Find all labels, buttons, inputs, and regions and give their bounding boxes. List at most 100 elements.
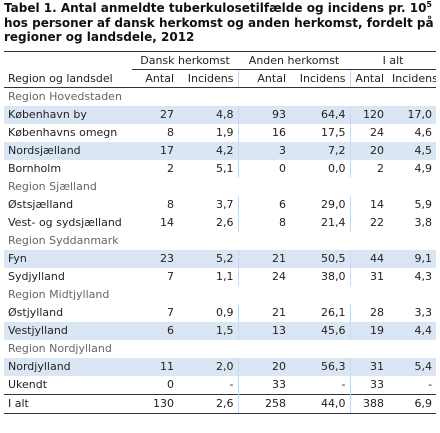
- table-row: Østjylland 7 0,9 21 26,1 28 3,3: [4, 304, 436, 322]
- cell-danish-antal: 8: [167, 198, 174, 211]
- cell-danish-antal: 7: [167, 306, 174, 319]
- cell-danish-incidens: 3,7: [178, 196, 239, 214]
- cell-other-incidens: 50,5: [290, 250, 351, 268]
- region-row: Region Nordjylland: [4, 340, 436, 358]
- region-name: Region Sjælland: [8, 180, 97, 193]
- region-name: Region Hovedstaden: [8, 90, 122, 103]
- table-row: Vest- og sydsjælland 14 2,6 8 21,4 22 3,…: [4, 214, 436, 232]
- row-label: Bornholm: [8, 162, 62, 175]
- region-row: Region Sjælland: [4, 178, 436, 196]
- cell-danish-incidens: 4,8: [178, 106, 239, 124]
- cell-other-incidens: 45,6: [290, 322, 351, 340]
- cell-danish-antal: 6: [132, 322, 178, 340]
- cell-other-antal: 0: [279, 162, 287, 175]
- column-header-antal: Antal: [238, 69, 291, 88]
- region-name: Region Midtjylland: [8, 288, 110, 301]
- cell-other-incidens: -: [290, 376, 351, 395]
- cell-danish-incidens: 1,1: [178, 268, 239, 286]
- region-row: Region Midtjylland: [4, 286, 436, 304]
- cell-total-antal: 120: [350, 106, 389, 124]
- cell-total-incidens: 4,4: [388, 322, 437, 340]
- cell-danish-incidens: 1,5: [178, 322, 239, 340]
- cell-danish-incidens: 5,1: [178, 160, 239, 178]
- cell-total-incidens: 5,4: [388, 358, 437, 376]
- cell-total-antal: 31: [370, 270, 385, 283]
- cell-total-antal: 44: [350, 250, 389, 268]
- cell-other-incidens: 26,1: [290, 304, 351, 322]
- region-name: Region Syddanmark: [8, 234, 119, 247]
- cell-danish-antal: 130: [132, 394, 178, 414]
- cell-other-incidens: 0,0: [290, 160, 351, 178]
- cell-danish-antal: 27: [132, 106, 178, 124]
- caption-rest: hos personer af dansk herkomst og anden …: [4, 15, 434, 45]
- column-header-incidens: Incidens: [290, 69, 351, 88]
- cell-danish-antal: 0: [167, 378, 174, 391]
- cell-other-incidens: 44,0: [290, 394, 351, 414]
- table-caption: Tabel 1. Antal anmeldte tuberkulosetilfæ…: [4, 1, 436, 45]
- table-row: Københavns omegn 8 1,9 16 17,5 24 4,6: [4, 124, 436, 142]
- cell-other-antal: 24: [272, 270, 287, 283]
- cell-other-incidens: 38,0: [290, 268, 351, 286]
- group-header-danish: Dansk herkomst: [132, 51, 239, 70]
- table-row: Sydjylland 7 1,1 24 38,0 31 4,3: [4, 268, 436, 286]
- region-name: Region Nordjylland: [8, 342, 112, 355]
- table-row: Vestjylland 6 1,5 13 45,6 19 4,4: [4, 322, 437, 340]
- row-label: Nordsjælland: [4, 142, 132, 160]
- cell-other-antal: 21: [272, 306, 287, 319]
- cell-other-incidens: 7,2: [290, 142, 351, 160]
- table-row: Fyn 23 5,2 21 50,5 44 9,1: [4, 250, 437, 268]
- cell-total-incidens: 4,6: [414, 126, 433, 139]
- cell-other-antal: 16: [272, 126, 287, 139]
- cell-other-antal: 8: [279, 216, 287, 229]
- row-label: Ukendt: [8, 378, 48, 391]
- row-label: København by: [4, 106, 132, 124]
- group-header-total: I alt: [350, 51, 437, 70]
- row-label: Østsjælland: [8, 198, 74, 211]
- row-label: Københavns omegn: [8, 126, 118, 139]
- table-row: København by 27 4,8 93 64,4 120 17,0: [4, 106, 437, 124]
- cell-total-antal: 2: [377, 162, 385, 175]
- cell-danish-incidens: 2,6: [178, 394, 239, 414]
- cell-danish-antal: 14: [160, 216, 174, 229]
- cell-danish-antal: 23: [132, 250, 178, 268]
- group-header-empty: [4, 51, 132, 70]
- column-header-region: Region og landsdel: [4, 69, 132, 88]
- cell-total-antal: 31: [350, 358, 389, 376]
- table-row: Nordsjælland 17 4,2 3 7,2 20 4,5: [4, 142, 437, 160]
- cell-other-incidens: 56,3: [290, 358, 351, 376]
- cell-total-incidens: 9,1: [388, 250, 437, 268]
- cell-danish-antal: 11: [132, 358, 178, 376]
- cell-other-incidens: 29,0: [290, 196, 351, 214]
- cell-danish-antal: 17: [132, 142, 178, 160]
- cell-total-antal: 24: [370, 126, 385, 139]
- cell-total-incidens: 4,3: [414, 270, 433, 283]
- cell-total-antal: 19: [350, 322, 389, 340]
- cell-danish-incidens: 2,0: [178, 358, 239, 376]
- cell-other-antal: 33: [272, 378, 287, 391]
- cell-total-incidens: 5,9: [414, 198, 433, 211]
- cell-other-antal: 3: [238, 142, 291, 160]
- cell-danish-incidens: 0,9: [178, 304, 239, 322]
- cell-other-antal: 13: [238, 322, 291, 340]
- cell-total-incidens: 3,8: [414, 216, 433, 229]
- table-row: Nordjylland 11 2,0 20 56,3 31 5,4: [4, 358, 437, 376]
- unknown-row: Ukendt 0 - 33 - 33 -: [4, 376, 436, 395]
- cell-total-incidens: 4,9: [414, 162, 433, 175]
- cell-other-incidens: 21,4: [290, 214, 351, 232]
- cell-danish-antal: 7: [167, 270, 174, 283]
- column-header-incidens: Incidens: [178, 69, 239, 88]
- cell-total-antal: 22: [370, 216, 385, 229]
- cell-danish-incidens: 4,2: [178, 142, 239, 160]
- region-row: Region Hovedstaden: [4, 88, 436, 107]
- cell-total-incidens: 6,9: [388, 394, 437, 414]
- cell-other-incidens: 17,5: [290, 124, 351, 142]
- cell-other-antal: 93: [238, 106, 291, 124]
- row-label: Fyn: [4, 250, 132, 268]
- total-row: I alt 130 2,6 258 44,0 388 6,9: [4, 394, 437, 414]
- cell-other-incidens: 64,4: [290, 106, 351, 124]
- group-header-other: Anden herkomst: [238, 51, 351, 70]
- cell-danish-antal: 8: [167, 126, 174, 139]
- cell-danish-incidens: 5,2: [178, 250, 239, 268]
- table-row: Østsjælland 8 3,7 6 29,0 14 5,9: [4, 196, 436, 214]
- region-row: Region Syddanmark: [4, 232, 436, 250]
